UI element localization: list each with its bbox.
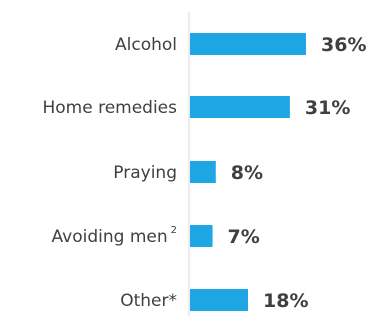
- bar-avoiding-men: [190, 225, 213, 247]
- category-label: Alcohol: [115, 35, 177, 55]
- bar-praying: [190, 161, 216, 183]
- value-label: 18%: [263, 290, 308, 312]
- bar-other: [190, 289, 248, 311]
- category-label: Home remedies: [42, 98, 177, 118]
- category-label: Other*: [120, 291, 177, 311]
- value-label: 36%: [321, 34, 366, 56]
- value-label: 8%: [231, 162, 263, 184]
- bar-alcohol: [190, 33, 306, 55]
- category-label: Avoiding men 2: [52, 225, 177, 247]
- category-label: Praying: [113, 163, 177, 183]
- value-label: 31%: [305, 97, 350, 119]
- chart-marks: Alcohol 36% Home remedies 31% Praying 8% Avoid…: [42, 33, 366, 312]
- value-label: 7%: [228, 226, 260, 248]
- bar-home-remedies: [190, 96, 290, 118]
